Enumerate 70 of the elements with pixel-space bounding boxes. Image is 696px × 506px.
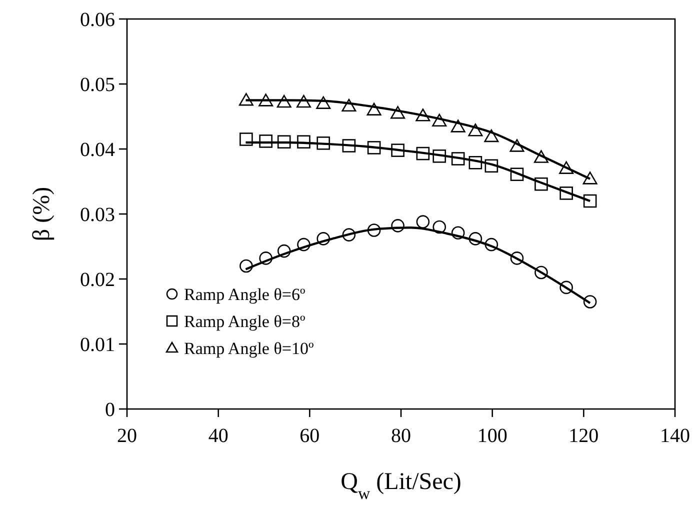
x-tick-label: 140 xyxy=(660,425,690,447)
y-tick-label: 0.04 xyxy=(80,139,115,161)
y-tick-label: 0.03 xyxy=(80,204,115,226)
point xyxy=(583,194,597,208)
point xyxy=(416,108,430,122)
y-tick-label: 0.01 xyxy=(80,334,115,356)
point xyxy=(390,106,406,119)
point xyxy=(468,124,483,136)
point xyxy=(560,186,573,200)
point xyxy=(450,120,466,132)
point xyxy=(484,129,499,142)
y-tick-label: 0.02 xyxy=(80,269,115,291)
point xyxy=(367,141,381,154)
point xyxy=(582,172,598,184)
point xyxy=(297,135,310,148)
point xyxy=(276,94,292,108)
legend-label: Ramp Angle θ=6º xyxy=(184,284,306,304)
x-tick-label: 20 xyxy=(117,425,137,447)
point xyxy=(391,219,404,232)
point xyxy=(416,215,430,228)
x-tick-label: 100 xyxy=(477,425,508,447)
point xyxy=(451,226,465,240)
point xyxy=(583,295,597,308)
point xyxy=(342,228,356,242)
point xyxy=(451,152,465,166)
point xyxy=(534,266,548,280)
point xyxy=(391,144,404,157)
point xyxy=(366,102,382,116)
x-tick-label: 60 xyxy=(300,425,320,447)
point xyxy=(510,168,524,181)
point xyxy=(559,161,574,174)
y-tick-label: 0.06 xyxy=(80,9,115,31)
point xyxy=(277,135,291,148)
point xyxy=(468,232,482,246)
point xyxy=(259,134,272,148)
y-tick-label: 0.05 xyxy=(80,74,115,96)
point xyxy=(432,114,447,126)
point xyxy=(342,98,356,112)
point xyxy=(240,259,253,273)
point xyxy=(316,232,330,246)
x-tick-label: 80 xyxy=(391,425,411,447)
point xyxy=(258,94,274,106)
point xyxy=(342,139,356,152)
x-tick-label: 40 xyxy=(208,425,228,447)
point xyxy=(468,156,482,170)
point xyxy=(277,244,291,258)
point xyxy=(296,94,311,108)
point xyxy=(432,150,446,163)
point xyxy=(534,150,548,163)
legend-label: Ramp Angle θ=10º xyxy=(184,338,314,358)
point xyxy=(432,220,446,234)
point xyxy=(484,238,498,252)
x-axis-title: Q$_{w}$ (Lit/Sec) xyxy=(340,469,462,502)
point xyxy=(534,177,548,191)
point xyxy=(297,238,310,252)
point xyxy=(416,146,430,160)
point xyxy=(510,139,524,152)
point xyxy=(240,132,253,146)
point xyxy=(238,93,254,106)
legend-label: Ramp Angle θ=8º xyxy=(184,312,306,331)
point xyxy=(510,252,524,265)
y-axis-title: β (%) xyxy=(29,186,55,242)
y-tick-label: 0 xyxy=(105,399,115,421)
point xyxy=(316,96,331,109)
x-tick-label: 120 xyxy=(568,425,599,447)
point xyxy=(259,252,272,265)
point xyxy=(484,159,498,173)
point xyxy=(316,136,330,150)
point xyxy=(560,280,573,294)
point xyxy=(367,224,381,237)
